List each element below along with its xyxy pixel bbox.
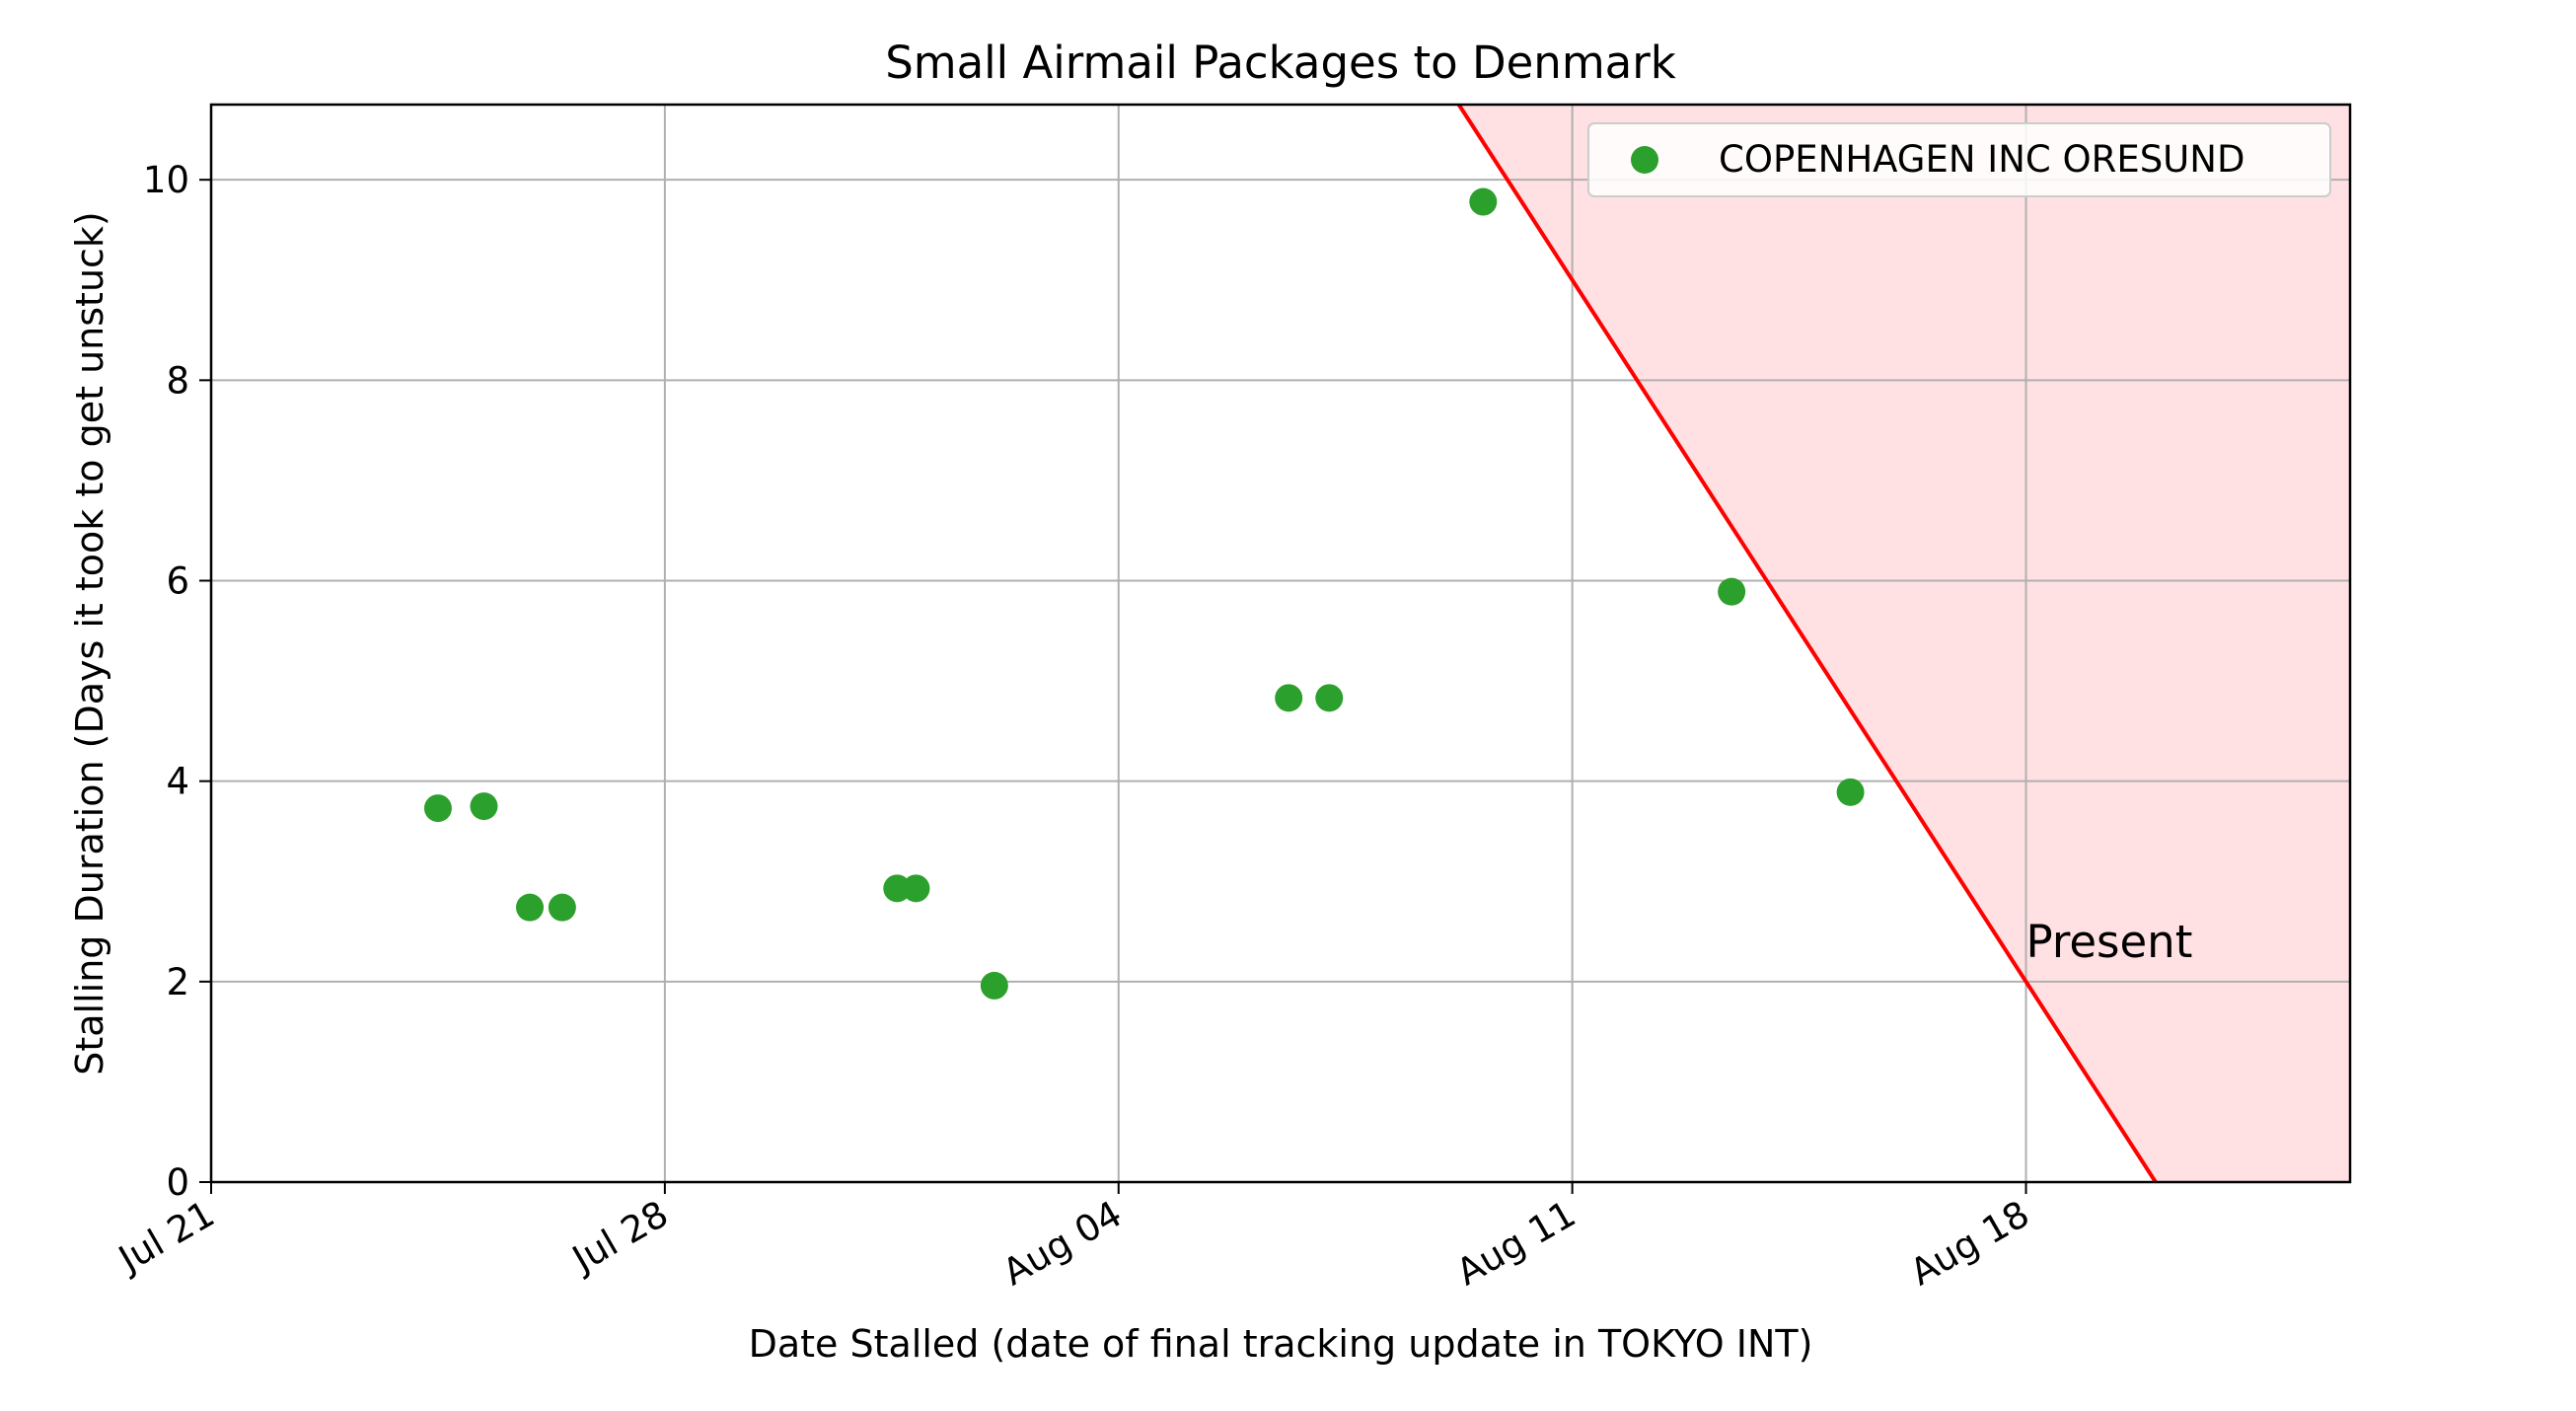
scatter-point — [980, 971, 1008, 1000]
legend-box — [1587, 122, 2331, 197]
y-tick-label: 0 — [166, 1161, 189, 1204]
y-tick-label: 8 — [166, 359, 189, 402]
scatter-point — [1469, 187, 1498, 216]
present-line-group — [1456, 105, 2158, 1182]
legend-label: COPENHAGEN INC ORESUND — [1719, 138, 2245, 181]
scatter-point — [548, 893, 576, 922]
scatter-point — [470, 792, 498, 821]
scatter-point — [1315, 684, 1344, 712]
x-axis-label: Date Stalled (date of final tracking upd… — [749, 1322, 1813, 1366]
scatter-point — [516, 893, 545, 922]
scatter-point — [883, 874, 912, 903]
scatter-point — [1275, 684, 1303, 712]
present-label: Present — [2026, 916, 2193, 968]
y-axis-label: Stalling Duration (Days it took to get u… — [68, 211, 111, 1076]
y-tick-label: 2 — [166, 961, 189, 1003]
legend-marker — [1631, 146, 1658, 174]
present-region — [1458, 105, 2350, 1182]
plot-area — [209, 103, 2352, 1184]
present-line — [1456, 105, 2158, 1182]
present-region-group — [1458, 105, 2350, 1182]
plot-frame — [209, 103, 2352, 1184]
scatter-point — [423, 794, 452, 823]
y-tick-label: 6 — [166, 560, 189, 603]
scatter-point — [902, 874, 930, 903]
y-tick-label: 10 — [143, 159, 189, 201]
data-points — [423, 187, 1865, 1000]
y-tick-label: 4 — [166, 761, 189, 803]
chart-title: Small Airmail Packages to Denmark — [885, 37, 1676, 89]
legend: COPENHAGEN INC ORESUND — [1587, 122, 2331, 197]
scatter-point — [1836, 778, 1865, 806]
scatter-point — [1718, 577, 1746, 606]
